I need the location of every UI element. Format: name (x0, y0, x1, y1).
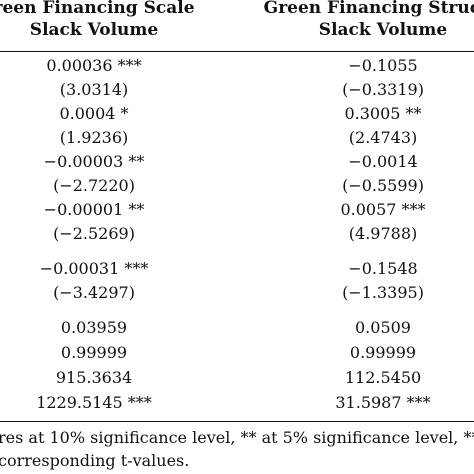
column-header-green-financing-scale: reen Financing Scale (0, 0, 195, 18)
table-cell: (4.9788) (348, 224, 418, 243)
table-cell: 31.5987 *** (335, 393, 431, 412)
table-cell: −0.00031 *** (39, 259, 149, 278)
table-cell: (−2.5269) (53, 224, 135, 243)
table-cell: 0.99999 (60, 343, 128, 362)
table-cell: 915.3634 (55, 368, 133, 387)
table-top-rule (0, 51, 474, 52)
table-cell: −0.00003 ** (43, 152, 145, 171)
table-cell: 0.0004 * (59, 104, 129, 123)
table-cell: −0.1055 (348, 56, 418, 75)
table-cell: 1229.5145 *** (36, 393, 152, 412)
table-cell: −0.1548 (348, 259, 418, 278)
table-bottom-rule (0, 421, 474, 422)
column-subheader-slack-volume-right: Slack Volume (318, 20, 448, 40)
table-cell: 0.00036 *** (46, 56, 142, 75)
column-header-green-financing-structure: Green Financing Structu (263, 0, 474, 18)
table-cell: (3.0314) (59, 80, 129, 99)
table-cell: (1.9236) (59, 128, 129, 147)
table-cell: (−0.3319) (342, 80, 424, 99)
table-cell: −0.00001 ** (43, 200, 145, 219)
table-cell: −0.0014 (348, 152, 418, 171)
table-cell: (−3.4297) (53, 283, 135, 302)
table-cell: 0.0509 (355, 318, 411, 337)
column-subheader-slack-volume-left: Slack Volume (29, 20, 159, 40)
table-cell: (−1.3395) (342, 283, 424, 302)
table-cell: 0.03959 (60, 318, 128, 337)
table-cell: (−2.7220) (53, 176, 135, 195)
table-cell: 0.99999 (349, 343, 417, 362)
table-cell: (2.4743) (348, 128, 418, 147)
table-cell: (−0.5599) (342, 176, 424, 195)
table-note-significance: res at 10% significance level, ** at 5% … (0, 428, 474, 447)
table-cell: 0.0057 *** (340, 200, 426, 219)
table-note-tvalues: corresponding t-values. (0, 451, 190, 470)
table-cell: 112.5450 (344, 368, 422, 387)
table-cell: 0.3005 ** (344, 104, 422, 123)
